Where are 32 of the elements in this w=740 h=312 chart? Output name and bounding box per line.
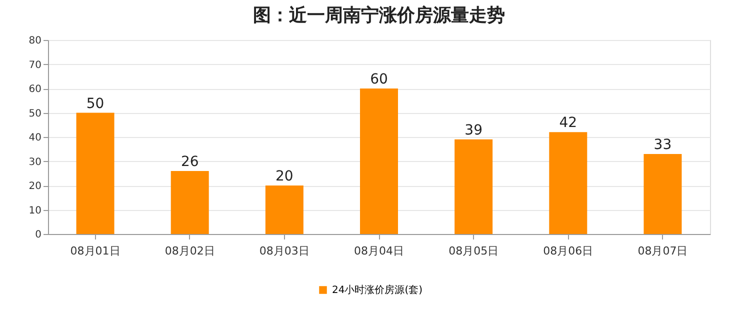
x-tick-label: 08月02日 (164, 244, 215, 258)
data-label: 60 (370, 72, 388, 88)
y-tick-label: 80 (28, 36, 42, 46)
x-tick-label: 08月07日 (638, 244, 688, 258)
y-tick-label: 40 (28, 132, 42, 144)
data-label: 26 (180, 154, 199, 170)
y-tick-label: 70 (28, 60, 42, 71)
x-tick-label: 08月04日 (354, 244, 404, 258)
y-tick-label: 30 (28, 156, 42, 168)
bar (644, 154, 682, 234)
bar (549, 132, 588, 234)
bar (360, 88, 398, 234)
chart-title: 图：近一周南宁涨价房源量走势 (253, 5, 505, 26)
x-tick-label: 08月01日 (70, 244, 120, 258)
data-label: 20 (276, 168, 294, 184)
bar (170, 170, 209, 234)
y-tick-label: 50 (28, 108, 42, 120)
x-tick-label: 08月03日 (259, 244, 310, 258)
data-label: 39 (464, 122, 482, 138)
data-label: 50 (86, 96, 104, 112)
data-label: 33 (654, 136, 672, 153)
y-tick-label: 0 (35, 230, 42, 240)
bar (76, 112, 114, 234)
y-tick-label: 60 (28, 84, 42, 95)
x-tick-label: 08月05日 (448, 244, 499, 258)
bar (454, 139, 493, 234)
y-tick-label: 20 (28, 181, 42, 192)
legend-label: 24小时涨价房源(套) (332, 284, 423, 296)
x-tick-label: 08月06日 (543, 244, 594, 258)
bar (265, 186, 304, 234)
data-label: 42 (559, 115, 578, 132)
y-tick-label: 10 (28, 205, 42, 216)
